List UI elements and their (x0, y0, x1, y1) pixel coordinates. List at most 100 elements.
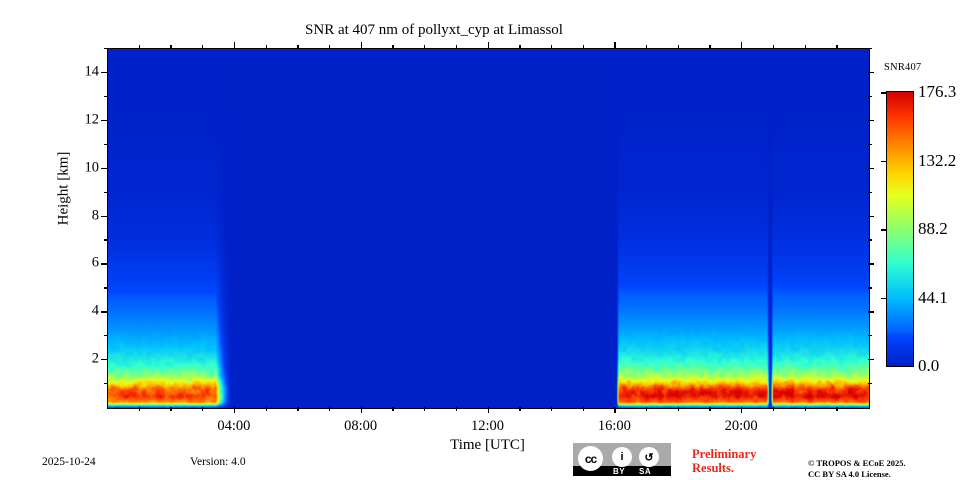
x-axis-minor-tick (202, 44, 204, 48)
y-axis-major-tick (868, 119, 874, 122)
cc-by-icon: i (612, 447, 632, 467)
x-axis-minor-tick (424, 407, 426, 411)
x-axis-minor-tick (265, 44, 267, 48)
y-axis-tick-label: 2 (91, 350, 99, 367)
x-axis-minor-tick (424, 44, 426, 48)
x-axis-minor-tick (202, 407, 204, 411)
y-axis-tick-label: 6 (91, 254, 99, 271)
x-axis-minor-tick (804, 44, 806, 48)
cc-by-label: BY (613, 467, 626, 476)
y-axis-major-tick (868, 359, 874, 361)
x-axis-major-tick (233, 407, 236, 413)
y-axis-minor-tick (868, 48, 872, 50)
x-axis-major-tick (487, 42, 489, 48)
x-axis-minor-tick (392, 407, 394, 411)
y-axis-tick-labels: 2 4 6 8 10 12 14 (55, 48, 100, 407)
x-axis-minor-tick (297, 407, 299, 411)
y-axis-minor-tick (103, 143, 107, 146)
y-axis-major-tick (101, 311, 107, 313)
x-axis-ticks (107, 42, 868, 413)
colorbar-tick (881, 160, 886, 163)
y-axis-minor-tick (868, 191, 872, 193)
y-axis-tick-label: 8 (91, 207, 99, 224)
y-axis-major-tick (101, 263, 107, 265)
x-axis-minor-tick (138, 44, 140, 48)
x-axis-minor-tick (455, 44, 458, 48)
cc-badge-strip (573, 466, 671, 476)
y-axis-minor-tick (103, 239, 107, 241)
x-axis-minor-tick (836, 407, 838, 411)
y-axis-major-tick (868, 263, 874, 265)
x-axis-minor-tick (138, 407, 140, 411)
x-axis-minor-tick (170, 44, 172, 48)
x-axis-tick-labels: 04:00 08:00 12:00 16:00 20:00 (107, 418, 868, 438)
cc-sa-icon: ↺ (639, 447, 659, 467)
colorbar-tick (881, 92, 886, 94)
x-axis-minor-tick (265, 407, 267, 411)
x-axis-minor-tick (646, 44, 648, 48)
y-axis-major-tick (868, 311, 874, 313)
x-axis-minor-tick (804, 407, 806, 411)
y-axis-ticks (101, 48, 874, 407)
x-axis-major-tick (614, 407, 616, 413)
colorbar-tick-label: 132.2 (918, 150, 957, 170)
x-axis-minor-tick (519, 44, 521, 48)
x-axis-minor-tick (836, 44, 838, 48)
footer-version: Version: 4.0 (190, 456, 246, 468)
cc-license-badge: cc i ↺ BY SA (573, 443, 671, 476)
y-axis-minor-tick (868, 335, 872, 337)
footer-date: 2025-10-24 (42, 456, 96, 468)
heatmap-image (108, 49, 869, 408)
y-axis-major-tick (868, 215, 874, 217)
x-axis-minor-tick (455, 407, 458, 411)
y-axis-major-tick (101, 119, 107, 122)
y-axis-minor-tick (868, 143, 872, 146)
cc-sa-label: SA (639, 467, 652, 476)
colorbar-tick-label: 44.1 (918, 287, 948, 307)
y-axis-minor-tick (103, 335, 107, 337)
preliminary-notice: Preliminary Results. (692, 447, 792, 475)
x-axis-minor-tick (646, 407, 648, 411)
x-axis-major-tick (741, 407, 743, 413)
x-axis-title: Time [UTC] (450, 437, 525, 453)
colorbar-gradient (887, 92, 913, 366)
x-axis-tick-label: 16:00 (597, 418, 631, 434)
y-axis-major-tick (868, 167, 874, 169)
y-axis-minor-tick (103, 287, 107, 289)
y-axis-minor-tick (103, 383, 107, 385)
x-axis-minor-tick (392, 44, 394, 48)
x-axis-minor-tick (709, 407, 711, 411)
colorbar-ticks (881, 91, 914, 367)
preliminary-line-2: Results. (692, 461, 735, 475)
x-axis-major-tick (614, 42, 616, 48)
colorbar-image (887, 92, 913, 366)
x-axis-major-tick (360, 42, 362, 48)
x-axis-tick-label: 04:00 (217, 418, 251, 434)
copyright-notice: © TROPOS & ECoE 2025. CC BY SA 4.0 Licen… (808, 458, 906, 480)
x-axis-minor-tick (709, 44, 711, 48)
x-axis-tick-label: 20:00 (724, 418, 758, 434)
y-axis-minor-tick (868, 95, 872, 98)
y-axis-major-tick (101, 359, 107, 361)
x-axis-minor-tick (297, 44, 299, 48)
colorbar-label: SNR407 (884, 62, 922, 73)
y-axis-major-tick (101, 215, 107, 217)
colorbar-tick-label: 176.3 (918, 82, 957, 102)
colorbar (886, 91, 914, 367)
y-axis-tick-label: 4 (91, 302, 99, 319)
cc-icon: cc (578, 446, 603, 471)
x-axis-minor-tick (170, 407, 172, 411)
x-axis-tick-label: 12:00 (470, 418, 505, 434)
x-axis-major-tick (233, 42, 236, 48)
x-axis-major-tick (741, 42, 743, 48)
y-axis-major-tick (868, 71, 874, 74)
x-axis-minor-tick (772, 44, 775, 48)
colorbar-tick-labels: 0.0 44.1 88.2 132.2 176.3 (0, 82, 960, 375)
x-axis-minor-tick (328, 407, 331, 411)
x-axis-minor-tick (328, 44, 331, 48)
colorbar-tick (881, 297, 886, 300)
page-title: SNR at 407 nm of pollyxt_cyp at Limassol (305, 22, 563, 38)
heatmap-canvas (108, 49, 869, 408)
x-axis-minor-tick (677, 44, 680, 48)
y-axis-minor-tick (868, 287, 872, 289)
